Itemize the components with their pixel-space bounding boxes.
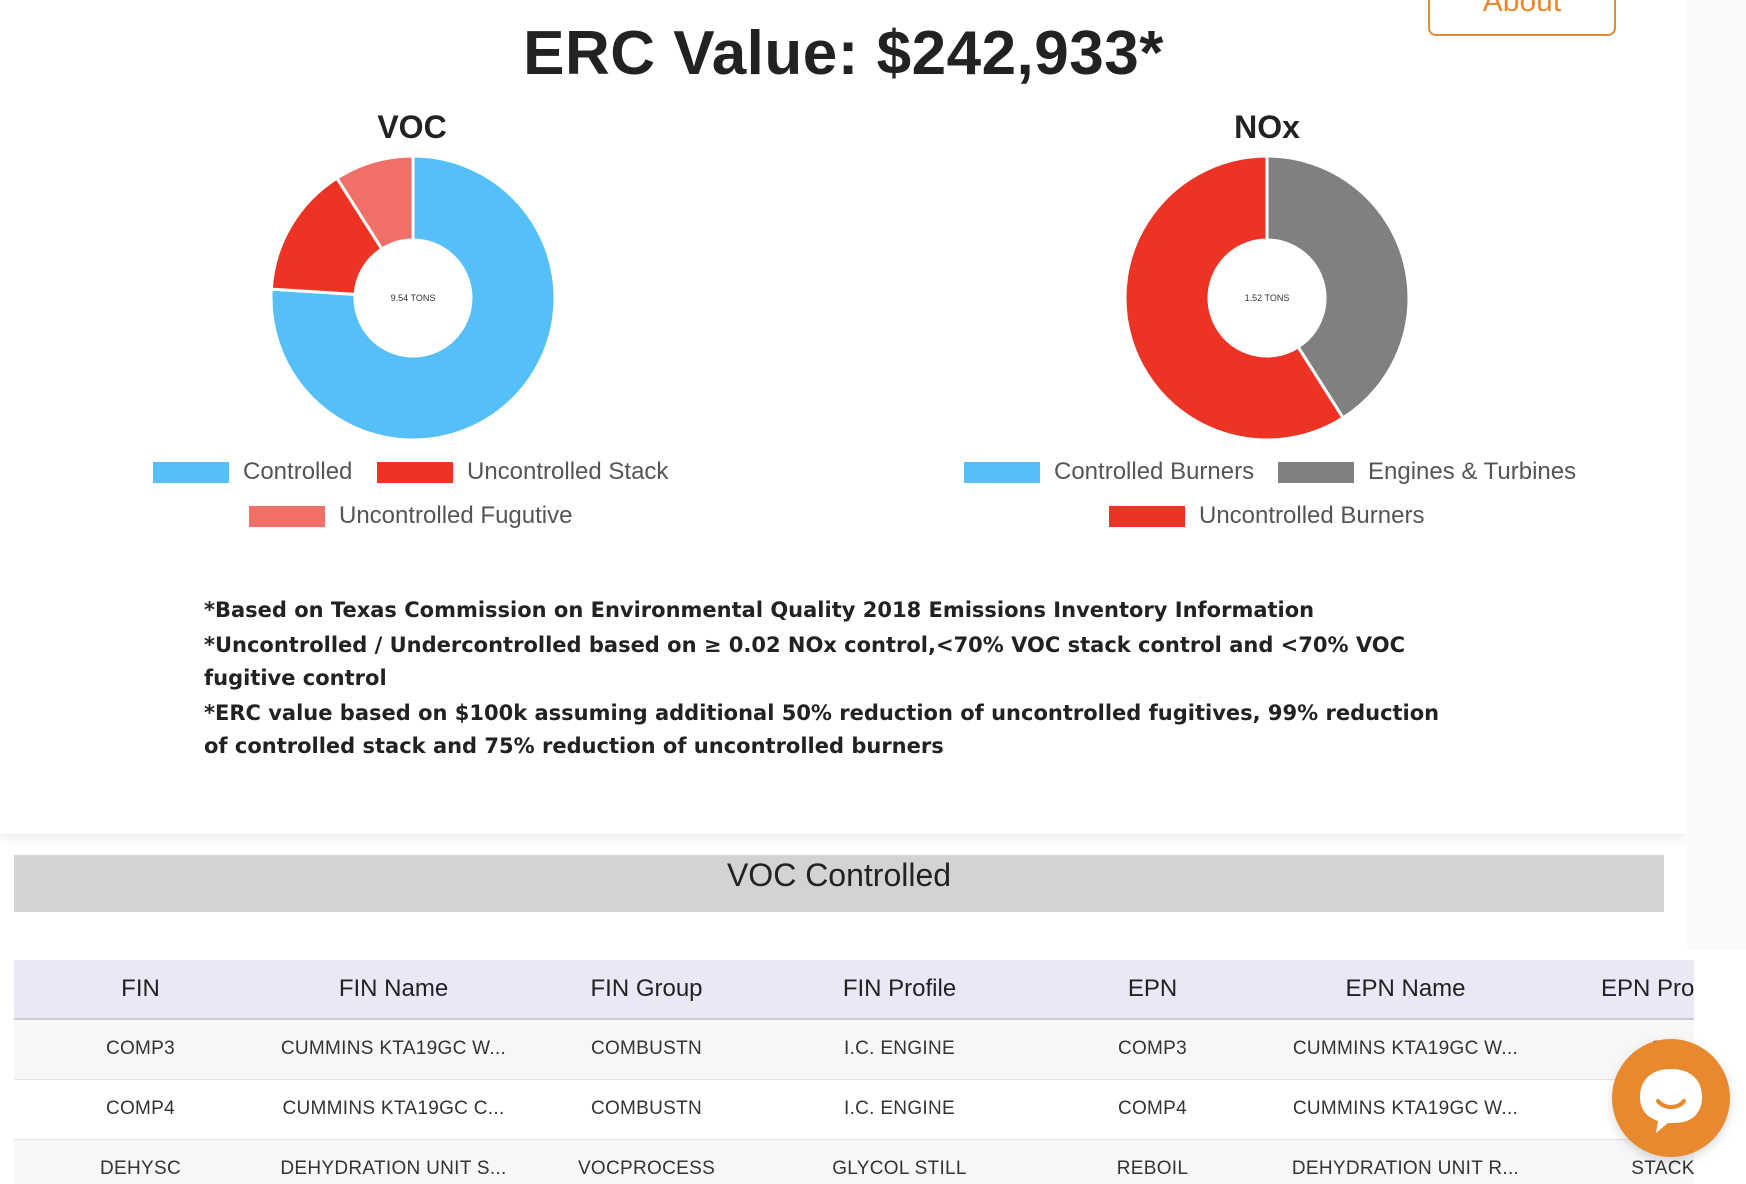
table-cell: CUMMINS KTA19GC W... bbox=[267, 1019, 520, 1080]
column-header-fin[interactable]: FIN bbox=[14, 960, 267, 1020]
nox-legend-label: Uncontrolled Burners bbox=[1199, 502, 1425, 529]
table-cell: COMBUSTN bbox=[520, 1019, 773, 1080]
table-cell: VOCPROCESS bbox=[520, 1139, 773, 1184]
voc-legend-swatch bbox=[153, 461, 229, 483]
voc-legend-swatch bbox=[249, 505, 325, 527]
table-cell: DEHYSC bbox=[14, 1139, 267, 1184]
footnote: *ERC value based on $100k assuming addit… bbox=[204, 701, 1440, 758]
footnote: *Based on Texas Commission on Environmen… bbox=[204, 598, 1315, 622]
table-row[interactable]: DEHYSC DEHYDRATION UNIT S... VOCPROCESS … bbox=[14, 1139, 1694, 1184]
table-cell: I.C. ENGINE bbox=[773, 1019, 1026, 1080]
table-row[interactable]: COMP4 CUMMINS KTA19GC C... COMBUSTN I.C.… bbox=[14, 1079, 1694, 1140]
table-cell: CUMMINS KTA19GC W... bbox=[1279, 1079, 1532, 1140]
nox-chart-title: NOx bbox=[1234, 109, 1300, 145]
column-header-epn-name[interactable]: EPN Name bbox=[1279, 960, 1532, 1020]
voc-legend-uncontrolled-stack[interactable]: Uncontrolled Stack bbox=[377, 458, 668, 486]
column-header-epn[interactable]: EPN bbox=[1026, 960, 1279, 1020]
voc-slice-uncontrolled-fugutive[interactable] bbox=[334, 154, 415, 252]
voc-legend-uncontrolled-fugutive[interactable]: Uncontrolled Fugutive bbox=[249, 502, 572, 530]
column-header-epn-profile[interactable]: EPN Profile bbox=[1532, 960, 1694, 1020]
footnotes: *Based on Texas Commission on Environmen… bbox=[204, 594, 1464, 765]
table-cell: GLYCOL STILL bbox=[773, 1139, 1026, 1184]
nox-legend-engines-turbines[interactable]: Engines & Turbines bbox=[1278, 458, 1576, 486]
table-row[interactable]: COMP3 CUMMINS KTA19GC W... COMBUSTN I.C.… bbox=[14, 1019, 1694, 1080]
column-header-fin-profile[interactable]: FIN Profile bbox=[773, 960, 1026, 1020]
nox-legend-swatch bbox=[1109, 505, 1185, 527]
nox-slice-uncontrolled-burners[interactable] bbox=[1123, 154, 1346, 442]
summary-card bbox=[0, 0, 1687, 834]
table-cell: COMP3 bbox=[1026, 1019, 1279, 1080]
table-cell: CUMMINS KTA19GC C... bbox=[267, 1079, 520, 1140]
table-cell: COMP3 bbox=[14, 1019, 267, 1080]
voc-controlled-table[interactable]: FIN FIN Name FIN Group FIN Profile EPN E… bbox=[14, 960, 1694, 1184]
voc-legend-controlled[interactable]: Controlled bbox=[153, 458, 352, 486]
table-cell: I.C. ENGINE bbox=[773, 1079, 1026, 1140]
table-cell: REBOIL bbox=[1026, 1139, 1279, 1184]
voc-legend-label: Uncontrolled Stack bbox=[467, 458, 669, 485]
nox-legend-uncontrolled-burners[interactable]: Uncontrolled Burners bbox=[1109, 502, 1424, 530]
nox-donut-chart: 1.52 TONS bbox=[1123, 154, 1411, 442]
nox-legend-swatch bbox=[1278, 461, 1354, 483]
table-cell: COMBUSTN bbox=[520, 1079, 773, 1140]
table-cell: COMP4 bbox=[14, 1079, 267, 1140]
nox-legend-controlled-burners[interactable]: Controlled Burners bbox=[964, 458, 1254, 486]
column-header-fin-group[interactable]: FIN Group bbox=[520, 960, 773, 1020]
about-button[interactable]: About bbox=[1428, 0, 1616, 36]
voc-slice-controlled[interactable] bbox=[269, 154, 557, 442]
voc-center-label: 9.54 TONS bbox=[391, 293, 436, 303]
page-title: ERC Value: $242,933* bbox=[523, 19, 1164, 88]
footnote: *Uncontrolled / Undercontrolled based on… bbox=[204, 633, 1405, 690]
table-cell: DEHYDRATION UNIT S... bbox=[267, 1139, 520, 1184]
section-header-voc-controlled: VOC Controlled bbox=[14, 855, 1664, 912]
voc-donut-chart: 9.54 TONS bbox=[269, 154, 557, 442]
table-header-row: FIN FIN Name FIN Group FIN Profile EPN E… bbox=[14, 960, 1694, 1020]
column-header-fin-name[interactable]: FIN Name bbox=[267, 960, 520, 1020]
voc-legend-label: Uncontrolled Fugutive bbox=[339, 502, 573, 529]
voc-legend-swatch bbox=[377, 461, 453, 483]
voc-chart-title: VOC bbox=[377, 109, 447, 145]
chat-button[interactable] bbox=[1612, 1039, 1730, 1157]
nox-legend-label: Engines & Turbines bbox=[1368, 458, 1577, 485]
voc-legend-label: Controlled bbox=[243, 458, 353, 485]
table-cell: COMP4 bbox=[1026, 1079, 1279, 1140]
right-scroll-area bbox=[1687, 0, 1746, 950]
table-cell: CUMMINS KTA19GC W... bbox=[1279, 1019, 1532, 1080]
nox-legend-swatch bbox=[964, 461, 1040, 483]
table-cell: DEHYDRATION UNIT R... bbox=[1279, 1139, 1532, 1184]
nox-center-label: 1.52 TONS bbox=[1245, 293, 1290, 303]
nox-legend-label: Controlled Burners bbox=[1054, 458, 1255, 485]
chat-bubble-icon bbox=[1640, 1069, 1702, 1133]
